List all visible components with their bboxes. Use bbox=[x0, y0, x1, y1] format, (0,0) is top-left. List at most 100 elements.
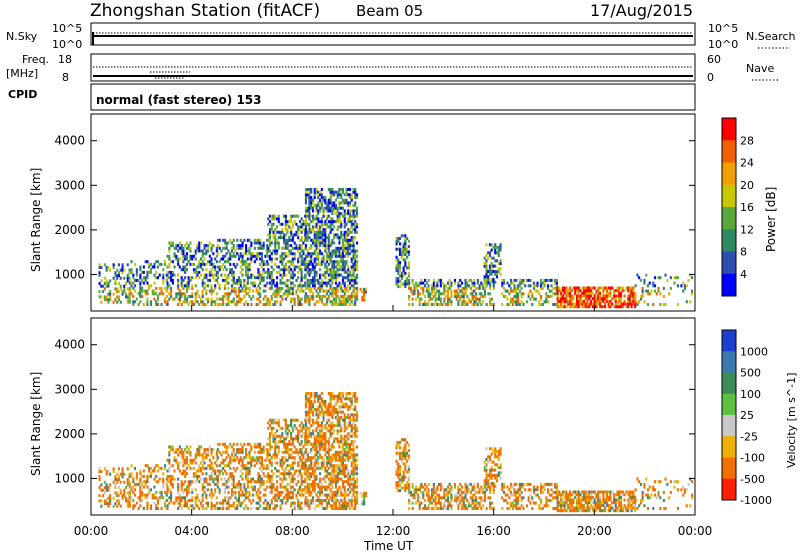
power-cell-907 bbox=[272, 222, 275, 226]
velocity-cell-484 bbox=[210, 490, 213, 494]
power-cell-588 bbox=[227, 273, 230, 277]
power-cell-2432 bbox=[494, 245, 497, 249]
power-cell-2151 bbox=[416, 292, 419, 296]
power-cell-2876 bbox=[641, 292, 644, 296]
velocity-cell-359 bbox=[187, 480, 190, 484]
velocity-cell-941 bbox=[276, 453, 279, 457]
velocity-cell-289 bbox=[177, 466, 180, 470]
power-cell-240 bbox=[168, 284, 171, 288]
power-cell-1591 bbox=[329, 268, 332, 272]
velocity-cell-1932 bbox=[350, 426, 353, 430]
power-cell-2570 bbox=[548, 295, 551, 298]
velocity-cell-412 bbox=[198, 469, 201, 473]
velocity-cell-1608 bbox=[329, 400, 332, 403]
power-cell-2584 bbox=[554, 278, 557, 282]
power-cell-1567 bbox=[327, 249, 330, 253]
power-cell-2472 bbox=[510, 300, 513, 304]
velocity-cell-1698 bbox=[336, 490, 339, 494]
power-cell-1910 bbox=[349, 201, 352, 205]
power-cell-2202 bbox=[434, 300, 437, 304]
velocity-cell-672 bbox=[239, 448, 242, 452]
velocity-cell-819 bbox=[262, 474, 265, 478]
power-cell-2784 bbox=[609, 294, 612, 298]
velocity-cell-92 bbox=[128, 502, 131, 506]
velocity-cell-637 bbox=[236, 507, 239, 510]
velocity-cell-794 bbox=[259, 477, 262, 481]
velocity-cell-1931 bbox=[350, 429, 353, 433]
power-cell-926 bbox=[274, 228, 277, 232]
power-cell-1939 bbox=[352, 303, 355, 306]
power-cell-939 bbox=[276, 257, 279, 261]
power-cell-272 bbox=[173, 254, 176, 258]
power-cell-1999 bbox=[354, 188, 357, 191]
velocity-cell-371 bbox=[189, 450, 192, 454]
velocity-cell-1153 bbox=[298, 458, 301, 462]
power-cell-1925 bbox=[350, 257, 353, 261]
power-cell-2211 bbox=[436, 284, 439, 288]
power-cell-2608 bbox=[560, 297, 563, 301]
power-cell-2120 bbox=[407, 266, 410, 270]
velocity-cell-1316 bbox=[310, 442, 313, 446]
velocity-cell-174 bbox=[149, 507, 152, 510]
velocity-cell-950 bbox=[277, 474, 280, 478]
velocity-cell-1652 bbox=[333, 474, 336, 478]
velocity-cell-490 bbox=[210, 464, 213, 468]
velocity-cell-664 bbox=[239, 485, 242, 489]
power-cell-2360 bbox=[485, 284, 488, 288]
power-cell-2646 bbox=[570, 302, 573, 306]
power-cell-2453 bbox=[499, 243, 502, 247]
power-cell-2660 bbox=[574, 286, 577, 290]
velocity-cell-1612 bbox=[331, 507, 334, 510]
velocity-cell-21 bbox=[105, 499, 108, 503]
power-cell-505 bbox=[214, 286, 217, 290]
power-cell-991 bbox=[281, 228, 284, 232]
velocity-cell-1101 bbox=[293, 507, 296, 510]
velocity-cell-438 bbox=[201, 458, 204, 462]
velocity-cell-179 bbox=[149, 466, 152, 470]
velocity-cell-53 bbox=[116, 491, 119, 495]
power-cell-1240 bbox=[304, 193, 307, 197]
power-cell-1824 bbox=[343, 233, 346, 237]
freq-unit-label: [MHz] bbox=[6, 67, 38, 80]
power-cell-1225 bbox=[304, 244, 307, 248]
power-cell-555 bbox=[222, 238, 225, 242]
power-cell-875 bbox=[268, 230, 271, 234]
power-cell-2779 bbox=[607, 291, 610, 295]
velocity-cell-349 bbox=[185, 458, 188, 462]
power-cell-1174 bbox=[300, 254, 303, 258]
power-cell-2048 bbox=[397, 282, 400, 286]
velocity-cell-1959 bbox=[352, 440, 355, 444]
velocity-cell-150 bbox=[142, 485, 145, 489]
power-cell-1476 bbox=[320, 222, 323, 226]
power-cell-506 bbox=[214, 284, 217, 288]
power-cell-425 bbox=[200, 249, 203, 253]
power-cell-6 bbox=[98, 263, 101, 267]
power-cell-1852 bbox=[345, 230, 348, 234]
power-cell-66 bbox=[119, 284, 122, 288]
power-cell-2355 bbox=[483, 292, 486, 296]
velocity-cell-1929 bbox=[350, 440, 353, 444]
power-cell-2342 bbox=[478, 292, 481, 296]
power-cell-2846 bbox=[630, 305, 633, 309]
power-cell-427 bbox=[201, 303, 204, 306]
power-cell-109 bbox=[130, 270, 133, 274]
power-cell-575 bbox=[225, 260, 228, 264]
power-cell-2323 bbox=[473, 297, 476, 301]
power-cell-271 bbox=[173, 265, 176, 269]
velocity-cell-930 bbox=[276, 499, 279, 502]
velocity-cell-1782 bbox=[341, 482, 344, 486]
power-cell-985 bbox=[281, 257, 284, 261]
power-cell-178 bbox=[149, 268, 152, 272]
velocity-cell-813 bbox=[262, 507, 265, 510]
power-cell-2686 bbox=[581, 286, 584, 290]
power-cell-765 bbox=[255, 289, 258, 293]
velocity-cell-1012 bbox=[284, 477, 287, 481]
power-cell-2218 bbox=[438, 278, 441, 282]
velocity-cell-1399 bbox=[315, 410, 318, 414]
power-cell-1031 bbox=[286, 289, 289, 293]
velocity-cell-621 bbox=[232, 477, 235, 481]
velocity-cell-728 bbox=[248, 480, 251, 484]
power-cell-2341 bbox=[478, 297, 481, 301]
power-cell-473 bbox=[208, 273, 211, 277]
power-cell-138 bbox=[139, 281, 142, 285]
